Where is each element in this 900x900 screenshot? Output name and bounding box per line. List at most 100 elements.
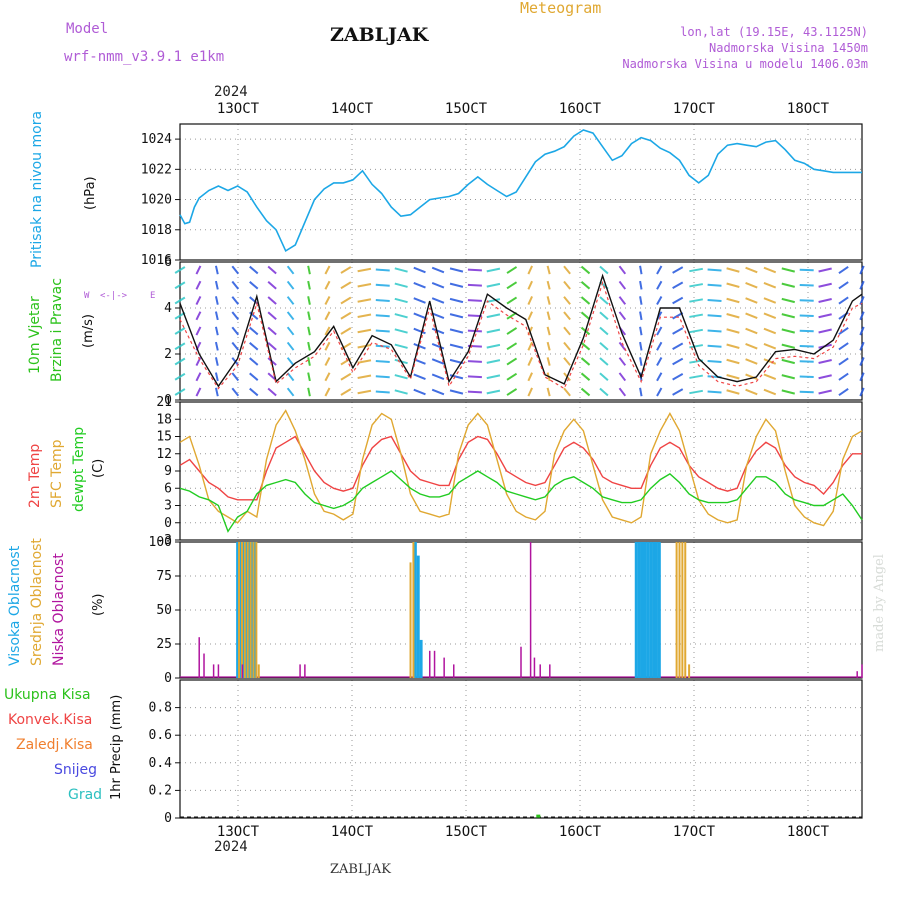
wind-arrow: [506, 388, 518, 396]
precip-bar: [536, 814, 541, 818]
cloud-high-bar: [244, 542, 248, 678]
ytick-label-1-1: 2: [164, 347, 172, 362]
wind-arrow: [799, 390, 814, 394]
wind-arrow: [431, 282, 445, 289]
wind-arrow: [307, 372, 311, 382]
wind-arrow: [527, 357, 533, 366]
wind-arrow: [506, 372, 518, 381]
cloud-low-bar: [529, 542, 532, 678]
wind-arrow: [431, 327, 445, 335]
wind-arrow: [231, 326, 240, 336]
cloud-high-bar: [652, 542, 656, 678]
wind-arrow: [214, 326, 219, 336]
ytick-label-2-8: 21: [156, 395, 172, 410]
wind-arrow: [799, 344, 814, 348]
wind-arrow: [357, 267, 372, 273]
cloud-mid-bar: [681, 542, 684, 678]
cloud-high-bar: [634, 542, 638, 678]
legend-snijeg: Snijeg: [54, 762, 98, 778]
ytick-label-4-4: 0.8: [149, 701, 172, 716]
wind-arrow: [307, 326, 311, 336]
wind-arrow: [546, 265, 551, 275]
wind-arrow: [656, 387, 663, 397]
meteogram-title: Meteogram: [520, 0, 602, 17]
wind-arrow: [818, 359, 832, 364]
wind-arrow: [413, 388, 426, 396]
wind-arrow: [214, 280, 219, 290]
wind-arrow: [656, 265, 663, 275]
wind-arrow: [689, 344, 703, 349]
wind-arrow: [799, 268, 814, 272]
wind-arrow: [726, 282, 740, 288]
wind-arrow: [838, 266, 849, 274]
wind-arrow: [763, 266, 777, 274]
wind-arrow: [267, 326, 277, 336]
cloud-high-bar: [654, 542, 658, 678]
cloud-mid-bar: [249, 542, 252, 678]
wind-arrow: [580, 281, 591, 290]
wind-arrow: [818, 328, 832, 334]
wind-arrow: [639, 265, 643, 275]
ytick-label-4-0: 0: [164, 811, 172, 826]
wind-arrow: [618, 341, 627, 351]
wind-arrow: [799, 283, 814, 287]
wind-arrow: [781, 267, 795, 273]
wind-arrow: [394, 267, 408, 273]
wind-arrow: [726, 267, 740, 273]
wind-arrow: [859, 341, 865, 351]
wind-arrow: [527, 280, 533, 290]
wind-arrow: [599, 372, 609, 381]
wind-arrow: [340, 281, 352, 290]
ytick-label-3-3: 75: [156, 569, 172, 584]
wind-arrow: [431, 343, 445, 350]
cloud-low-bar: [203, 653, 205, 678]
wind-arrow: [267, 387, 277, 397]
wind-arrow: [431, 266, 445, 274]
wind-arrow: [394, 343, 408, 349]
wind-arrow: [394, 328, 408, 334]
wind-arrow: [413, 297, 426, 304]
wind-arrow: [546, 296, 551, 305]
wind-arrow: [707, 390, 722, 394]
wind-arrow: [563, 280, 571, 290]
wind-arrow: [195, 296, 202, 305]
wind-arrow: [467, 360, 482, 363]
wind-arrow: [726, 389, 740, 395]
cloud-low-bar: [443, 657, 445, 678]
wind-arrow: [859, 296, 865, 305]
wind-arrow: [394, 374, 408, 380]
wind-arrow: [307, 387, 311, 397]
wind-arrow: [838, 296, 849, 305]
wind-arrow: [618, 311, 627, 321]
ytick-label-3-2: 50: [156, 603, 172, 618]
wind-arrow: [781, 374, 795, 380]
wind-arrow: [486, 298, 501, 303]
wind-arrow: [214, 296, 219, 305]
wind-arrow: [506, 266, 518, 274]
wind-arrow: [745, 373, 758, 380]
cloud-mid-bar: [409, 562, 412, 678]
wind-arrow: [413, 282, 426, 289]
wind-arrow: [781, 282, 795, 288]
wind-arrow: [859, 357, 865, 366]
wind-arrow: [563, 341, 571, 351]
xtick-top-4: 17OCT: [673, 101, 716, 117]
wind-arrow: [781, 343, 795, 349]
ytick-label-1-0: 0: [164, 393, 172, 408]
wind-arrow: [286, 326, 295, 336]
wind-arrow: [599, 357, 609, 366]
wind-arrow: [639, 341, 643, 351]
cloud-mid-bar: [675, 542, 678, 678]
wind-arrow: [214, 341, 219, 351]
wind-arrow: [745, 312, 758, 319]
wind-arrow: [340, 311, 352, 320]
wind-arrow: [340, 388, 352, 396]
cloud-low-bar: [533, 657, 536, 678]
wind-arrow: [726, 358, 740, 365]
wind-arrow: [431, 388, 445, 396]
wind-arrow: [286, 296, 295, 305]
wind-arrow: [707, 329, 722, 333]
wind-arrow: [639, 387, 643, 397]
